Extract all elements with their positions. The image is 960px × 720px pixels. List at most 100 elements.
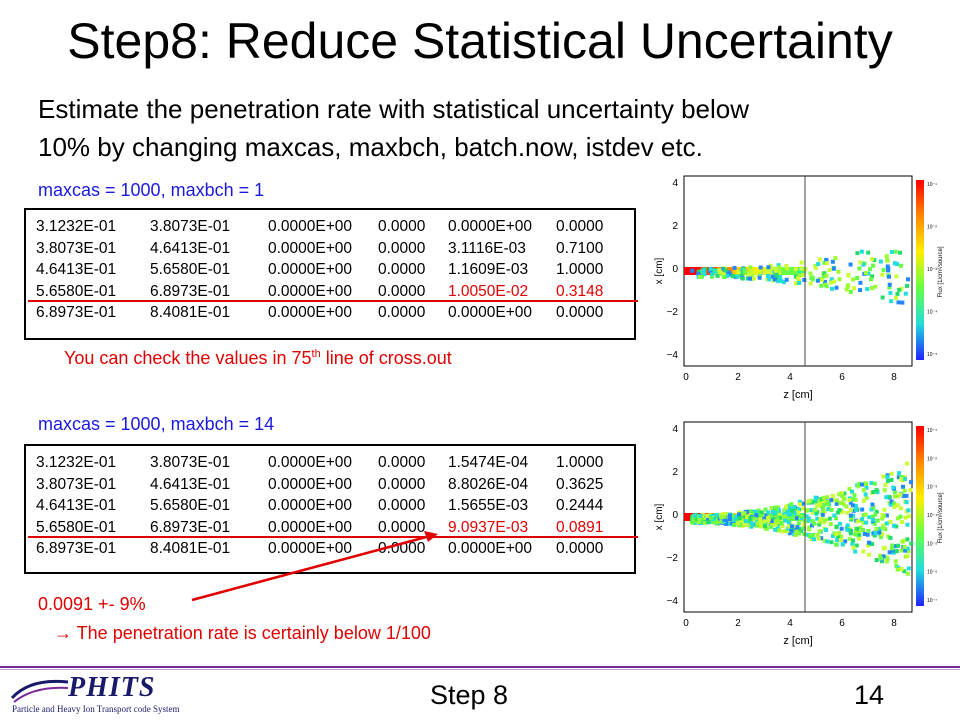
table-cell: 0.0000 [378, 261, 426, 278]
y-tick-label: 0 [672, 510, 678, 521]
x-tick-label: 2 [735, 618, 741, 629]
table-cell: 0.0000 [378, 454, 426, 471]
table-cell: 3.8073E-01 [150, 218, 231, 235]
table-cell: 0.0000 [378, 239, 426, 257]
case1-output-table: 3.1232E-01 3.8073E-01 0.0000E+00 0.0000 0.00… [24, 208, 638, 340]
slide-subtitle: Estimate the penetration rate with stati… [38, 90, 938, 166]
colorbar-tick-label: 10⁻² [927, 225, 937, 231]
table-cell: 6.8973E-01 [150, 518, 231, 536]
y-tick-label: −4 [667, 596, 679, 607]
table-cell: 8.8026E-04 [448, 475, 529, 493]
x-tick-label: 4 [787, 618, 793, 629]
table-cell: 0.3625 [556, 475, 604, 493]
footer-step-label: Step 8 [430, 680, 509, 710]
table-cell: 3.1116E-03 [448, 239, 526, 257]
y-tick-label: 4 [672, 178, 678, 189]
table-row: 3.8073E-01 4.6413E-01 0.0000E+00 0.0000 8.80… [36, 474, 634, 496]
table-cell: 0.7100 [556, 239, 604, 257]
slide-title: Step8: Reduce Statistical Uncertainty [67, 13, 893, 69]
highlight-underline [28, 299, 638, 302]
flux-plot-2: 4 2 0 −2 −4 0 2 4 6 8 z [cm] x [cm] 10⁻¹ 10⁻² 10⁻³ 1… [654, 421, 944, 647]
colorbar-tick-label: 10⁻² [927, 456, 937, 462]
case1-note: You can check the values in 75th line of… [64, 348, 452, 369]
colorbar-tick-label: 10⁻⁷ [927, 598, 937, 604]
colorbar-tick-label: 10⁻¹ [927, 182, 937, 188]
logo-text: PHITS [68, 672, 156, 703]
table-cell: 5.6580E-01 [36, 282, 117, 300]
flux-heatmap [684, 461, 914, 576]
colorbar-tick-label: 10⁻⁶ [927, 570, 937, 576]
y-tick-label: −2 [667, 307, 679, 318]
table-cell: 0.0000E+00 [268, 282, 353, 300]
y-tick-label: −2 [667, 553, 679, 564]
table-cell: 8.4081E-01 [150, 304, 231, 321]
table-cell: 0.0000 [556, 304, 604, 321]
table-cell: 3.8073E-01 [36, 475, 117, 493]
table-row: 3.8073E-01 4.6413E-01 0.0000E+00 0.0000 3.11… [36, 238, 634, 260]
table-cell: 6.8973E-01 [36, 540, 117, 557]
case1-label: maxcas = 1000, maxbch = 1 [38, 180, 265, 200]
y-tick-label: 0 [672, 264, 678, 275]
table-cell: 1.1609E-03 [448, 261, 529, 278]
table-cell: 5.6580E-01 [36, 518, 117, 536]
table-cell: 0.0891 [556, 518, 604, 536]
table-cell: 0.0000 [378, 218, 426, 235]
table-cell: 1.0050E-02 [448, 282, 529, 300]
table-cell: 4.6413E-01 [150, 239, 231, 257]
logo-swoosh-icon [10, 679, 69, 703]
table-row: 5.6580E-01 6.8973E-01 0.0000E+00 0.0000 9.09… [28, 517, 638, 539]
table-cell: 0.0000 [378, 518, 426, 536]
note-text-prefix: You can check the values in 75 [64, 348, 312, 368]
x-tick-label: 8 [891, 372, 897, 383]
y-axis-label: x [cm] [654, 257, 665, 284]
x-axis-label: z [cm] [783, 389, 812, 401]
table-cell: 3.8073E-01 [150, 454, 231, 471]
table-cell: 1.0000 [556, 454, 604, 471]
table-cell: 1.5655E-03 [448, 497, 529, 514]
case2-result: 0.0091 +- 9% [38, 594, 146, 614]
colorbar-tick-label: 10⁻⁵ [927, 541, 937, 547]
table-row: 4.6413E-01 5.6580E-01 0.0000E+00 0.0000 1.16… [36, 259, 634, 281]
table-row: 5.6580E-01 6.8973E-01 0.0000E+00 0.0000 1.00… [28, 281, 638, 303]
table-cell: 1.5474E-04 [448, 454, 529, 471]
phits-logo: PHITS Particle and Heavy Ion Transport c… [10, 672, 230, 716]
y-tick-label: −4 [667, 350, 679, 361]
table-cell: 4.6413E-01 [36, 261, 117, 278]
page-number: 14 [854, 680, 885, 710]
table-cell: 6.8973E-01 [150, 282, 231, 300]
y-tick-label: 2 [672, 221, 678, 232]
x-tick-label: 6 [839, 618, 845, 629]
x-tick-label: 8 [891, 618, 897, 629]
table-cell: 1.0000 [556, 261, 604, 278]
table-cell: 0.0000E+00 [268, 475, 353, 493]
table-cell: 4.6413E-01 [36, 497, 117, 514]
flux-heatmap [684, 249, 911, 305]
table-cell: 0.3148 [556, 282, 604, 300]
note-text-suffix: line of cross.out [320, 348, 452, 368]
table-row: 6.8973E-01 8.4081E-01 0.0000E+00 0.0000 0.00… [36, 302, 634, 324]
table-cell: 9.0937E-03 [448, 518, 529, 536]
table-cell: 0.0000 [378, 282, 426, 300]
note-superscript: th [311, 348, 321, 360]
table-cell: 3.8073E-01 [36, 239, 117, 257]
table-cell: 0.0000E+00 [268, 239, 353, 257]
logo-subtext: Particle and Heavy Ion Transport code Sy… [12, 704, 180, 714]
table-row: 3.1232E-01 3.8073E-01 0.0000E+00 0.0000 1.54… [36, 452, 634, 474]
colorbar [916, 180, 924, 360]
table-cell: 0.0000 [378, 475, 426, 493]
table-cell: 0.0000E+00 [268, 540, 353, 557]
table-cell: 0.0000 [378, 540, 426, 557]
table-row: 4.6413E-01 5.6580E-01 0.0000E+00 0.0000 1.56… [36, 495, 634, 517]
colorbar-tick-label: 10⁻³ [927, 485, 937, 491]
colorbar-tick-label: 10⁻³ [927, 267, 937, 273]
table-cell: 0.0000E+00 [448, 540, 533, 557]
colorbar-tick-label: 10⁻⁴ [927, 310, 937, 316]
table-cell: 6.8973E-01 [36, 304, 117, 321]
colorbar-tick-label: 10⁻⁵ [927, 352, 937, 358]
y-tick-label: 4 [672, 424, 678, 435]
table-cell: 5.6580E-01 [150, 261, 231, 278]
table-cell: 0.0000 [378, 497, 426, 514]
x-tick-label: 0 [683, 618, 689, 629]
table-cell: 0.2444 [556, 497, 604, 514]
